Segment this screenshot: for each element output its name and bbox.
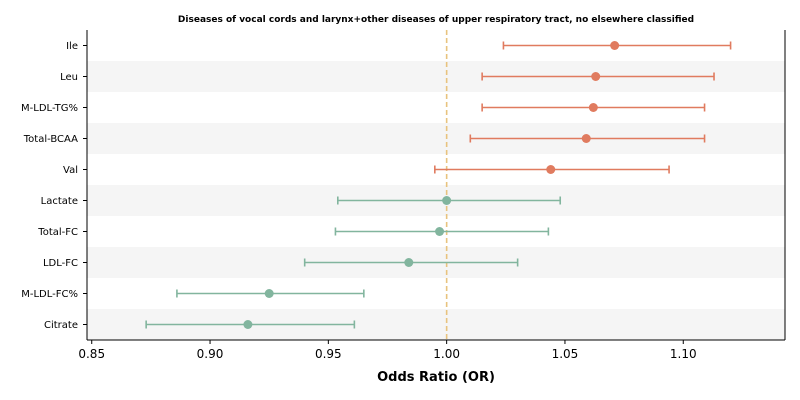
- forest-row: Citrate: [44, 320, 356, 331]
- axes: 0.85 0.90 0.95 1.00 1.05 1.10: [78, 30, 786, 361]
- or-point: [435, 227, 445, 236]
- category-label: Val: [63, 165, 78, 176]
- forest-row: Total-FC: [37, 227, 550, 238]
- category-label: M-LDL-FC%: [21, 289, 78, 300]
- or-point: [546, 165, 556, 174]
- category-label: Lactate: [41, 196, 78, 207]
- or-point: [591, 72, 601, 81]
- category-label: Total-FC: [37, 227, 78, 238]
- chart-title: Diseases of vocal cords and larynx+other…: [178, 15, 694, 25]
- or-point: [243, 320, 253, 329]
- category-label: Leu: [60, 72, 78, 83]
- x-tick-label: 0.85: [78, 347, 105, 361]
- x-tick-label: 0.95: [315, 347, 342, 361]
- forest-row: Total-BCAA: [23, 134, 706, 145]
- or-point: [404, 258, 414, 267]
- or-point: [610, 41, 620, 50]
- or-point: [264, 289, 274, 298]
- category-label: Citrate: [44, 320, 78, 331]
- or-point: [581, 134, 591, 143]
- x-tick-label: 1.05: [552, 347, 579, 361]
- category-label: Ile: [66, 41, 78, 52]
- category-label: LDL-FC: [43, 258, 78, 269]
- category-label: M-LDL-TG%: [21, 103, 78, 114]
- x-tick-label: 1.00: [433, 347, 460, 361]
- x-axis-label: Odds Ratio (OR): [377, 370, 495, 385]
- or-point: [442, 196, 452, 205]
- forest-row: Lactate: [41, 196, 562, 207]
- category-label: Total-BCAA: [23, 134, 78, 145]
- x-tick-label: 0.90: [197, 347, 224, 361]
- forest-row: Leu: [60, 72, 715, 83]
- forest-row: M-LDL-FC%: [21, 289, 365, 300]
- or-point: [588, 103, 598, 112]
- forest-row: Val: [63, 165, 670, 176]
- forest-row: M-LDL-TG%: [21, 103, 706, 114]
- x-tick-label: 1.10: [670, 347, 697, 361]
- forest-row: Ile: [66, 41, 732, 52]
- data-rows: Ile Leu M-LDL-TG% Total-BCAA Val Lactate Total…: [21, 41, 732, 331]
- forest-row: LDL-FC: [43, 258, 519, 269]
